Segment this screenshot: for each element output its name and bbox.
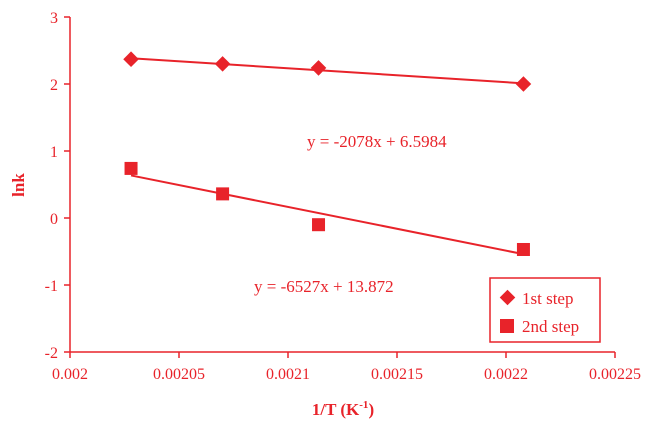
y-axis-ticks: -2 -1 0 1 2 3 xyxy=(45,10,70,362)
point-1st-step xyxy=(123,51,139,67)
y-tick-label: -2 xyxy=(45,345,58,362)
x-axis-ticks: 0.002 0.00205 0.0021 0.00215 0.0022 0.00225 xyxy=(52,352,641,383)
legend-label-2nd-step: 2nd step xyxy=(522,317,579,336)
y-axis-title: lnk xyxy=(9,173,28,197)
x-tick-label: 0.00205 xyxy=(153,366,205,383)
x-axis-title-close: ) xyxy=(368,400,374,419)
x-tick-label: 0.0021 xyxy=(266,366,310,383)
axes xyxy=(69,17,615,353)
legend-square-marker xyxy=(500,319,514,333)
x-tick-label: 0.0022 xyxy=(484,366,528,383)
point-1st-step xyxy=(310,60,327,76)
x-axis-title-main: 1/T (K xyxy=(312,400,360,419)
trendlines xyxy=(130,57,524,256)
legend: 1st step 2nd step xyxy=(489,277,601,343)
y-tick-label: 2 xyxy=(50,77,58,94)
y-tick-label: 0 xyxy=(50,211,58,228)
x-tick-label: 0.00215 xyxy=(371,366,423,383)
y-tick-label: 3 xyxy=(50,10,58,27)
point-2nd-step xyxy=(124,161,138,175)
trendline-2nd-step xyxy=(130,174,524,256)
x-axis-title: 1/T (K-1) xyxy=(312,399,374,419)
data-markers xyxy=(123,51,532,256)
point-2nd-step xyxy=(216,187,230,201)
y-tick-label: -1 xyxy=(45,278,58,295)
x-tick-label: 0.00225 xyxy=(589,366,641,383)
y-tick-label: 1 xyxy=(50,144,58,161)
point-2nd-step xyxy=(312,218,326,232)
point-1st-step xyxy=(515,76,532,92)
x-axis-title-superscript: -1 xyxy=(359,399,368,411)
legend-label-1st-step: 1st step xyxy=(522,289,573,308)
point-2nd-step xyxy=(516,242,530,256)
equation-1st-step: y = -2078x + 6.5984 xyxy=(307,132,447,151)
point-1st-step xyxy=(214,56,231,72)
trendline-1st-step xyxy=(130,57,524,85)
equation-2nd-step: y = -6527x + 13.872 xyxy=(254,277,394,296)
x-tick-label: 0.002 xyxy=(52,366,88,383)
